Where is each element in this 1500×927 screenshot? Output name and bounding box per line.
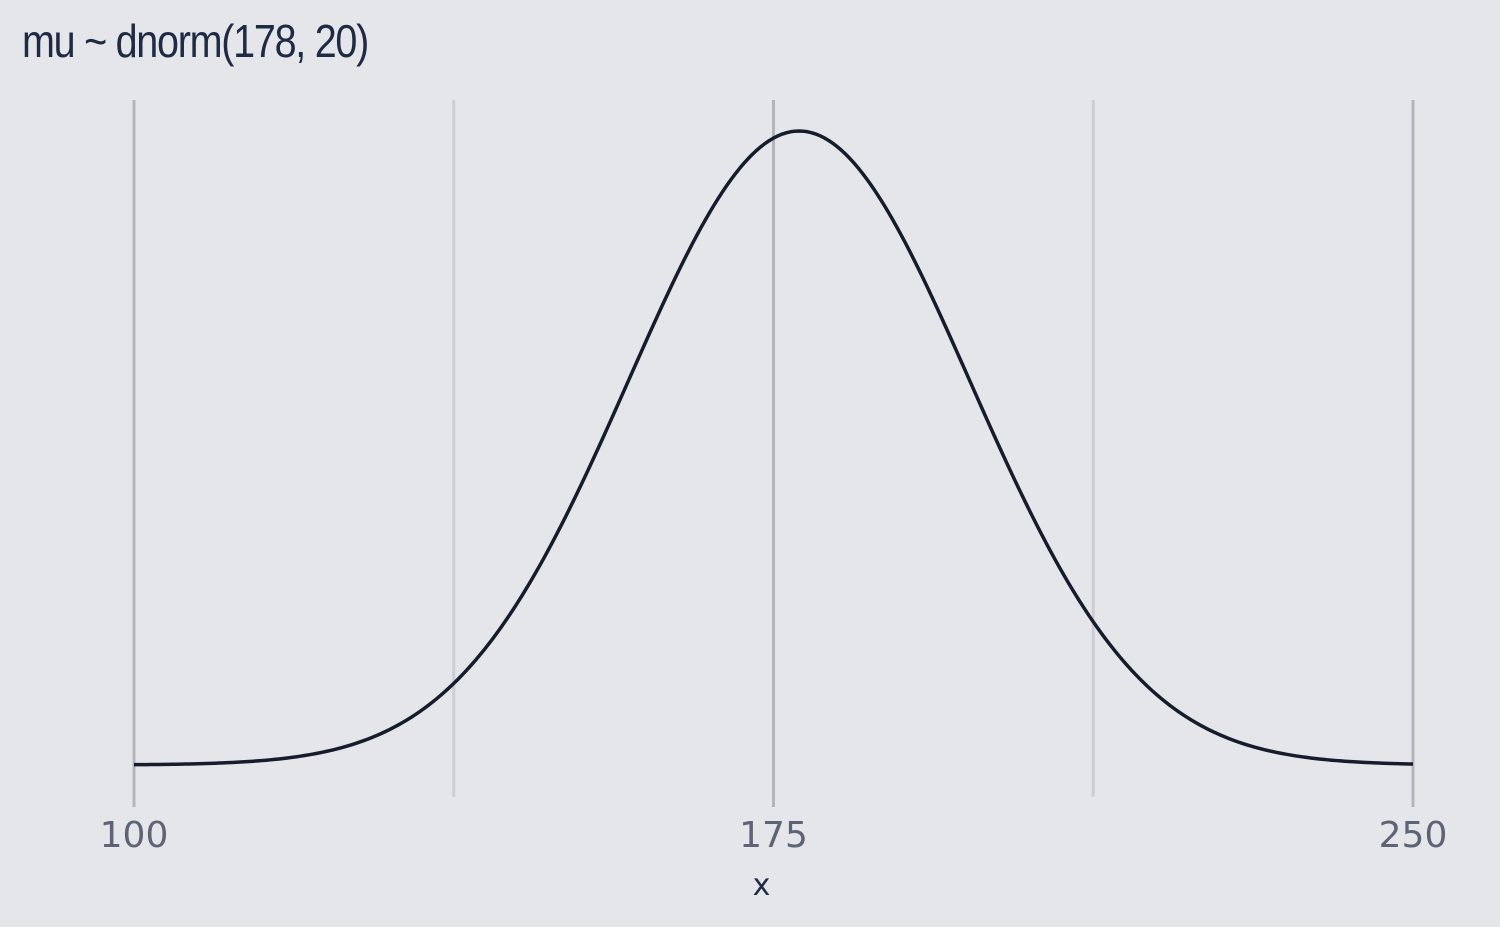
- curve-layer: [133, 129, 1414, 767]
- chart-title: mu ~ dnorm(178, 20): [22, 15, 369, 67]
- x-tick-label: 250: [1379, 815, 1448, 856]
- density-curve: [133, 129, 1414, 767]
- label-layer: 100 175 250 x: [100, 815, 1448, 903]
- x-axis-title: x: [753, 868, 771, 903]
- grid-layer: [132, 100, 1415, 807]
- x-tick-label: 175: [739, 815, 808, 856]
- x-tick-label: 100: [100, 815, 169, 856]
